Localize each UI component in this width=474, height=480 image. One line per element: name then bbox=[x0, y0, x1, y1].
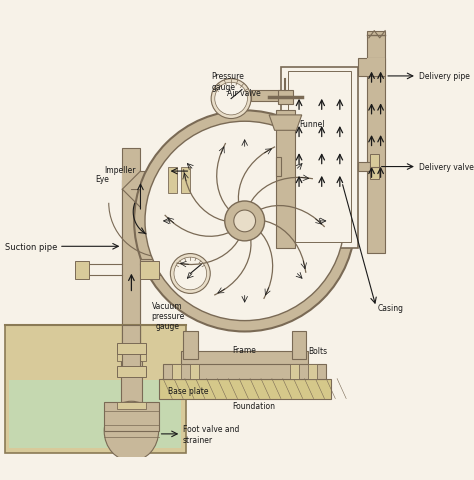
Text: Delivery valve: Delivery valve bbox=[419, 163, 474, 172]
Bar bbox=[168, 168, 177, 193]
Text: Suction pipe: Suction pipe bbox=[5, 242, 57, 251]
Polygon shape bbox=[269, 116, 302, 131]
Circle shape bbox=[170, 254, 210, 294]
Bar bbox=[117, 366, 146, 377]
Bar bbox=[122, 149, 140, 361]
Bar bbox=[172, 364, 181, 379]
Bar bbox=[75, 261, 89, 279]
Bar bbox=[181, 168, 190, 193]
Bar bbox=[122, 181, 140, 361]
Bar bbox=[370, 155, 379, 180]
Text: Casing: Casing bbox=[378, 303, 404, 312]
Bar bbox=[104, 402, 159, 431]
Text: Foot valve and
strainer: Foot valve and strainer bbox=[183, 424, 239, 444]
Bar bbox=[163, 364, 326, 379]
Bar bbox=[122, 172, 172, 190]
Bar bbox=[154, 172, 172, 213]
Bar bbox=[140, 260, 170, 270]
Text: Pressure
gauge: Pressure gauge bbox=[211, 72, 244, 92]
Bar bbox=[358, 59, 385, 77]
Text: Bolts: Bolts bbox=[308, 347, 327, 355]
Text: Delivery pipe: Delivery pipe bbox=[419, 72, 470, 81]
Bar bbox=[117, 402, 146, 408]
Bar bbox=[190, 364, 200, 379]
Circle shape bbox=[225, 202, 264, 241]
Bar bbox=[159, 379, 331, 399]
Bar bbox=[292, 332, 306, 359]
Bar bbox=[117, 354, 146, 361]
Bar bbox=[178, 262, 189, 274]
Circle shape bbox=[174, 258, 207, 290]
Circle shape bbox=[234, 211, 255, 232]
Bar bbox=[278, 90, 293, 105]
Bar bbox=[131, 172, 149, 190]
Text: Eye: Eye bbox=[95, 174, 109, 183]
Bar bbox=[367, 59, 385, 77]
Bar bbox=[367, 32, 385, 253]
Bar bbox=[358, 163, 370, 172]
Circle shape bbox=[211, 80, 251, 119]
Bar bbox=[9, 380, 181, 448]
Circle shape bbox=[215, 83, 247, 116]
Text: Foundation: Foundation bbox=[232, 401, 275, 410]
Bar bbox=[276, 158, 281, 176]
Ellipse shape bbox=[104, 401, 159, 461]
Bar bbox=[117, 344, 146, 354]
Bar bbox=[288, 72, 351, 242]
Text: Impeller: Impeller bbox=[104, 166, 136, 174]
Bar bbox=[276, 111, 294, 249]
Bar bbox=[308, 364, 317, 379]
Bar bbox=[251, 91, 281, 102]
Text: Vacuum
pressure
gauge: Vacuum pressure gauge bbox=[151, 301, 184, 331]
Text: Base plate: Base plate bbox=[168, 386, 208, 395]
Bar bbox=[140, 261, 159, 279]
Bar bbox=[122, 325, 140, 375]
Bar bbox=[183, 332, 198, 359]
Bar bbox=[120, 361, 142, 402]
Text: Frame: Frame bbox=[233, 346, 256, 354]
Bar bbox=[5, 325, 186, 453]
Bar bbox=[290, 364, 299, 379]
Circle shape bbox=[145, 122, 345, 321]
Text: Air valve: Air valve bbox=[227, 88, 260, 97]
Text: Funnel: Funnel bbox=[299, 120, 325, 129]
Bar bbox=[122, 172, 140, 190]
Bar bbox=[281, 68, 358, 249]
Bar bbox=[181, 352, 308, 366]
Circle shape bbox=[134, 111, 355, 332]
